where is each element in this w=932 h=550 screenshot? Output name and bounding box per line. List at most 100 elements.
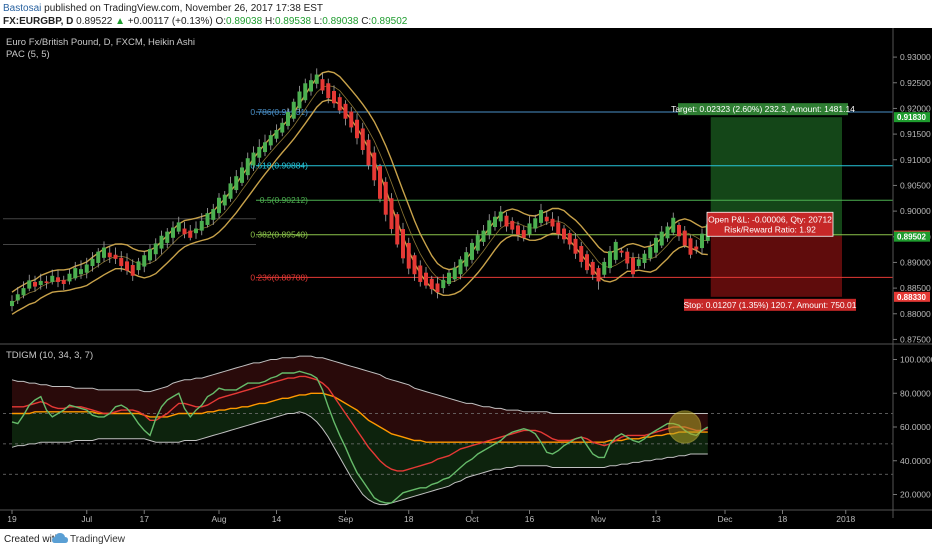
candle-body	[257, 146, 262, 158]
candle-body	[424, 272, 428, 286]
up-arrow-icon: ▲	[115, 16, 126, 27]
candle-body	[659, 231, 664, 246]
candle-body	[677, 224, 681, 237]
x-tick-label: Aug	[211, 514, 226, 524]
price-axis-badge	[894, 112, 930, 123]
x-tick-label: Dec	[717, 514, 733, 524]
x-tick-label: 2018	[836, 514, 855, 524]
candle-body	[418, 265, 423, 282]
publish-header: Bastosai published on TradingView.com, N…	[0, 0, 932, 28]
candle-body	[188, 230, 193, 238]
risk-reward-label: Risk/Reward Ratio: 1.92	[724, 224, 816, 234]
candle-body	[493, 216, 497, 228]
target-label: Target: 0.02323 (2.60%) 232.3, Amount: 1…	[671, 104, 855, 114]
candle-body	[452, 267, 457, 280]
candle-body	[636, 259, 641, 267]
highlight-circle	[668, 410, 702, 444]
tdi-pane[interactable]	[3, 355, 893, 506]
pac-center-line	[11, 85, 708, 304]
candle-body	[642, 253, 647, 263]
tradingview-brand[interactable]: TradingView	[70, 534, 126, 545]
x-tick-label: 13	[651, 514, 661, 524]
tdi-price-line	[11, 370, 709, 504]
price-axis-badge	[894, 291, 930, 302]
candle-body	[309, 80, 313, 92]
candle-body	[245, 158, 250, 176]
price-y-tick-label: 0.90500	[900, 180, 931, 190]
author-link[interactable]: Bastosai	[3, 3, 42, 14]
candle-body	[360, 128, 365, 151]
candle-body	[194, 228, 198, 234]
price-y-tick-label: 0.88500	[900, 283, 931, 293]
candle-body	[562, 228, 566, 240]
candle-body	[585, 254, 589, 271]
candle-body	[366, 139, 371, 166]
open-value: 0.89038	[226, 16, 263, 27]
candle-body	[90, 258, 95, 267]
axes: 0.93000 0.92500 0.92000 0.91500 0.91000 0.905…	[0, 28, 932, 524]
candle-body	[464, 252, 469, 267]
price-axis-badge	[894, 231, 930, 242]
candle-body	[510, 220, 515, 230]
price-axis-label: 0.91830	[897, 113, 926, 122]
candle-body	[96, 251, 101, 263]
candle-body	[694, 246, 699, 250]
candle-body	[355, 119, 359, 139]
candle-body	[38, 280, 43, 286]
candle-body	[153, 243, 158, 255]
candle-body	[654, 237, 658, 253]
candle-body	[596, 268, 601, 282]
candle-body	[142, 255, 147, 267]
x-tick-label: 14	[272, 514, 282, 524]
candle-body	[297, 91, 302, 109]
x-tick-label: Oct	[465, 514, 479, 524]
candle-body	[625, 251, 630, 264]
overlays: Target: 0.02323 (2.60%) 232.3, Amount: 1…	[668, 103, 930, 444]
candle-body	[544, 216, 549, 222]
candle-body	[573, 238, 578, 254]
tdi-y-tick-label: 20.0000	[900, 490, 931, 500]
price-change: +0.00117 (+0.13%)	[127, 16, 213, 27]
main-title: Euro Fx/British Pound, D, FXCM, Heikin A…	[6, 37, 195, 48]
candle-body	[395, 214, 400, 245]
candle-body	[113, 254, 118, 259]
candle-body	[119, 257, 124, 267]
candle-body	[688, 238, 693, 255]
open-pnl-label: Open P&L: -0.00006, Qty: 20712	[708, 214, 832, 224]
chart-canvas[interactable]: 0.786(0.91931) 0.618(0.90884) 0.5(0.90212)…	[0, 28, 932, 529]
candle-body	[539, 210, 543, 223]
tdi-y-tick-label: 40.0000	[900, 456, 931, 466]
candle-body	[268, 135, 273, 146]
candle-body	[303, 83, 308, 101]
candle-body	[84, 264, 89, 273]
candle-body	[458, 259, 463, 275]
candle-body	[412, 255, 417, 275]
candle-body	[125, 261, 129, 271]
candle-body	[326, 83, 331, 99]
candle-body	[280, 122, 285, 133]
pnl-box	[706, 211, 834, 237]
candle-body	[401, 229, 405, 259]
low-value: 0.89038	[322, 16, 359, 27]
candle-body	[130, 265, 135, 276]
candle-body	[481, 230, 486, 242]
candle-body	[470, 242, 474, 260]
candle-body	[378, 165, 382, 199]
fib-level-label: 0.382(0.89540)	[250, 230, 308, 240]
x-tick-label: Jul	[81, 514, 92, 524]
candle-body	[211, 209, 216, 220]
candle-body	[383, 181, 388, 215]
price-pane[interactable]: 0.786(0.91931) 0.618(0.90884) 0.5(0.90212)…	[3, 68, 893, 315]
fib-level-label: 0.786(0.91931)	[250, 107, 308, 117]
candle-body	[291, 101, 296, 119]
candle-body	[234, 176, 239, 191]
candle-body	[21, 288, 26, 296]
candle-body	[199, 220, 204, 231]
candle-body	[44, 281, 49, 283]
candle-body	[475, 235, 480, 251]
price-y-tick-label: 0.89000	[900, 257, 931, 267]
pac-upper-band	[11, 70, 708, 293]
candle-body	[590, 261, 595, 275]
price-axis-label: 0.88330	[897, 293, 926, 302]
price-y-tick-label: 0.93000	[900, 52, 931, 62]
